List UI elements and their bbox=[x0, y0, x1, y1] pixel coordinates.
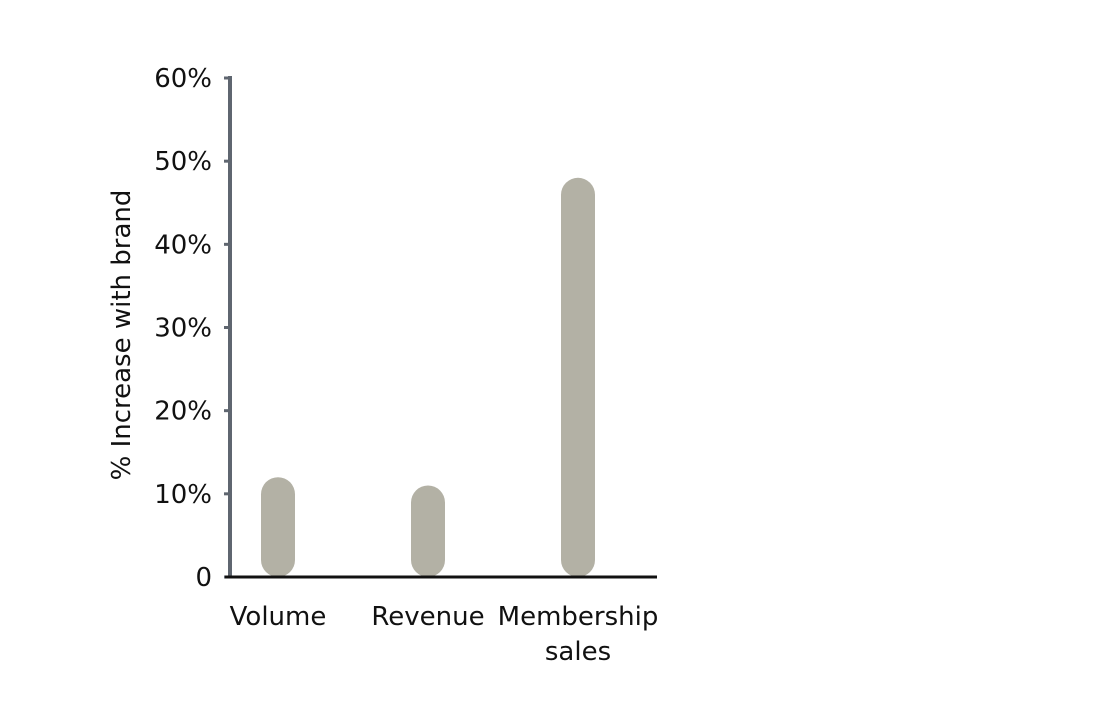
bar bbox=[411, 485, 445, 577]
y-tick-label: 50% bbox=[154, 147, 212, 177]
y-tick-label: 40% bbox=[154, 230, 212, 260]
y-tick-label: 10% bbox=[154, 480, 212, 510]
bar-group bbox=[261, 177, 595, 578]
y-tick-label: 20% bbox=[154, 397, 212, 427]
y-axis-title: % Increase with brand bbox=[107, 190, 137, 481]
y-tick-label: 0 bbox=[195, 563, 212, 593]
y-tick-label: 30% bbox=[154, 314, 212, 344]
x-category-label-line: Revenue bbox=[371, 602, 484, 632]
x-category-label-line: Volume bbox=[230, 602, 327, 632]
x-axis-labels: Volume Revenue Membership sales bbox=[230, 602, 659, 667]
x-category-label: Volume bbox=[230, 602, 327, 632]
x-category-label: Revenue bbox=[371, 602, 484, 632]
x-category-label-line: sales bbox=[545, 637, 611, 667]
x-category-label: Membership sales bbox=[498, 602, 659, 667]
bar bbox=[261, 477, 295, 577]
y-tick-label: 60% bbox=[154, 64, 212, 94]
y-axis-ticks: 0 10% 20% 30% 40% 50% 60% bbox=[154, 64, 230, 593]
bar bbox=[561, 177, 595, 578]
x-category-label-line: Membership bbox=[498, 602, 659, 632]
